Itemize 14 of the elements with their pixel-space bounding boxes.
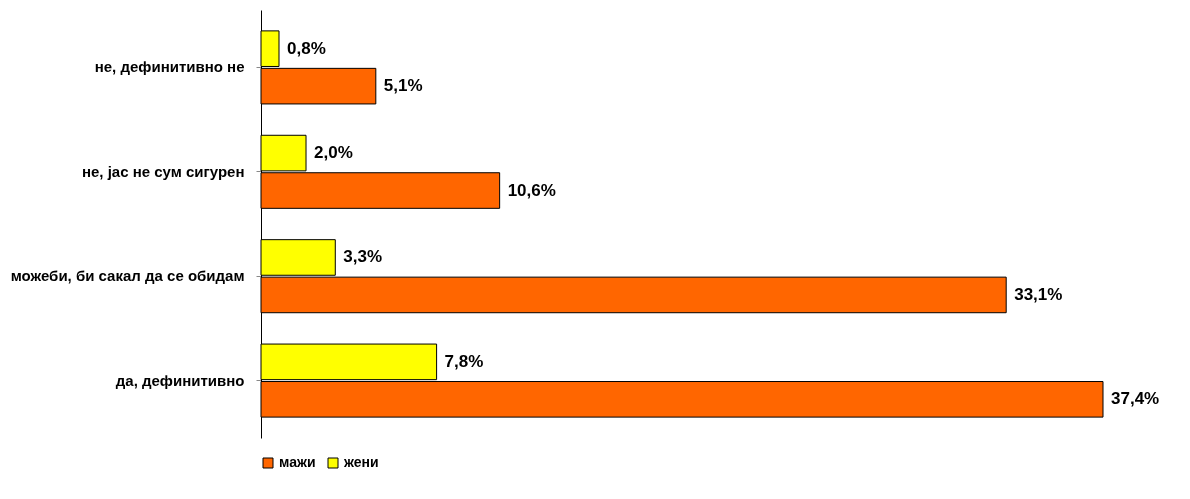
data-label: 33,1% — [1014, 284, 1063, 304]
data-label: 37,4% — [1111, 389, 1160, 409]
data-label: 10,6% — [507, 180, 556, 200]
data-label: 3,3% — [343, 247, 383, 267]
y-tick-label: не, јас не сум сигурен — [81, 162, 245, 180]
y-tick-label: да, дефинитивно — [115, 371, 245, 389]
y-tick-label: не, дефинитивно не — [94, 58, 245, 76]
data-label: 5,1% — [383, 76, 423, 96]
legend-label: мажи — [279, 454, 316, 470]
data-label: 0,8% — [287, 38, 326, 58]
legend-label: жени — [343, 454, 379, 470]
y-tick-label: можеби, би сакал да се обидам — [10, 267, 245, 285]
data-label: 2,0% — [314, 143, 353, 163]
data-label: 7,8% — [444, 351, 484, 371]
